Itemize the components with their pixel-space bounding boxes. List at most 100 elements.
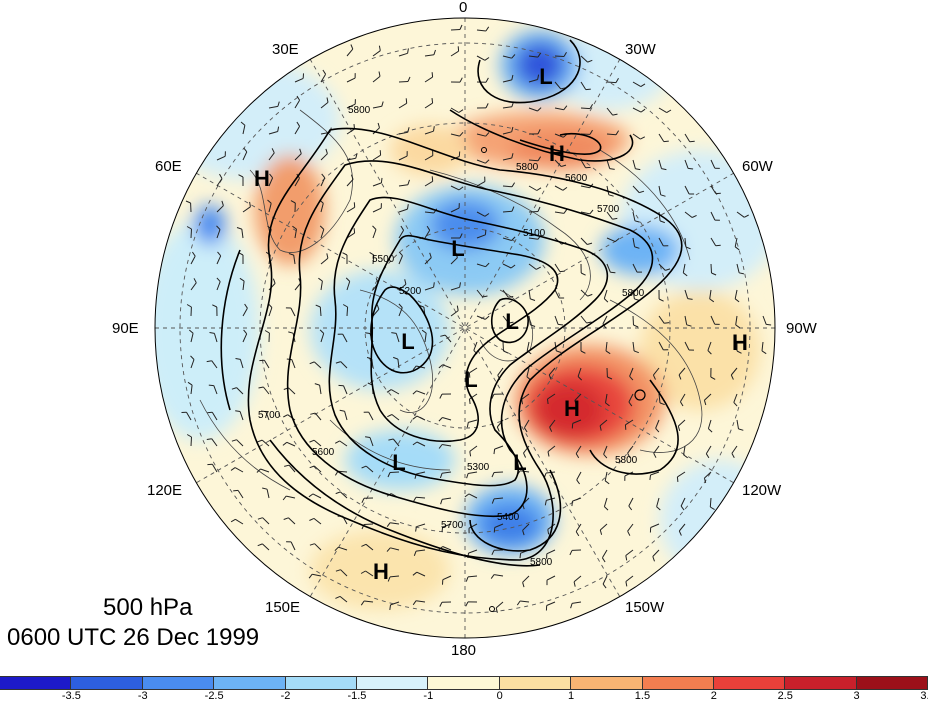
wind-barb-flag — [485, 103, 489, 109]
wind-barb-flag — [235, 410, 241, 412]
wind-barb — [216, 281, 221, 291]
wind-barb-flag — [744, 214, 749, 218]
wind-barb — [216, 205, 224, 213]
wind-barb — [554, 289, 560, 299]
wind-barb — [290, 541, 296, 551]
wind-barb — [342, 333, 348, 343]
wind-barb-flag — [290, 200, 296, 204]
wind-barb-flag — [404, 279, 407, 285]
wind-barb — [502, 185, 513, 188]
wind-barb-flag — [629, 375, 634, 381]
wind-barb — [502, 106, 512, 109]
wind-barb — [549, 419, 556, 428]
wind-barb — [338, 546, 348, 551]
wind-barb — [340, 569, 348, 577]
wind-barb — [320, 257, 329, 265]
wind-barb-flag — [503, 350, 509, 354]
wind-barb — [236, 387, 244, 395]
wind-barb — [554, 159, 562, 167]
wind-barb — [442, 417, 452, 421]
wind-barb — [653, 445, 660, 454]
wind-barb — [450, 257, 458, 265]
colorbar-cell — [499, 677, 572, 689]
wind-barb-flag — [485, 159, 490, 164]
wind-barb — [572, 601, 582, 604]
wind-barb-flag — [326, 97, 329, 103]
wind-barb-flag — [635, 168, 641, 171]
wind-barb — [424, 155, 434, 161]
wind-barb — [190, 333, 194, 343]
wind-barb — [658, 263, 666, 271]
wind-barb — [606, 81, 617, 84]
wind-barb-flag — [537, 206, 541, 212]
wind-barb — [705, 445, 712, 454]
wind-barb — [320, 102, 329, 109]
wind-barb — [389, 471, 400, 473]
wind-barb — [268, 131, 278, 135]
wind-barb-flag — [380, 177, 383, 183]
wind-barb-flag — [288, 331, 294, 334]
wind-barb-flag — [360, 600, 365, 606]
wind-barb — [260, 468, 270, 473]
wind-barb — [442, 523, 452, 528]
wind-barb-flag — [206, 360, 212, 363]
wind-barb — [346, 206, 355, 213]
wind-barb-flag — [277, 126, 280, 132]
wind-barb-flag — [523, 427, 528, 433]
wind-barb — [313, 518, 322, 525]
wind-barb — [320, 333, 325, 343]
wind-barb-flag — [407, 204, 409, 210]
wind-barb-flag — [318, 277, 323, 282]
wind-barb-flag — [666, 109, 672, 114]
wind-barb-flag — [558, 323, 564, 326]
wind-barb-flag — [485, 262, 490, 268]
wind-barb — [658, 185, 662, 195]
wind-barb-flag — [360, 570, 366, 574]
wind-barb — [650, 471, 660, 476]
wind-barb-flag — [734, 246, 740, 251]
wind-barb — [554, 133, 564, 138]
wind-barb — [372, 154, 381, 161]
wind-barb-flag — [634, 298, 640, 301]
wind-barb — [369, 437, 374, 447]
contour-label: 5800 — [348, 105, 371, 116]
wind-barb-flag — [511, 182, 516, 188]
wind-barb-flag — [615, 130, 620, 136]
wind-barb — [216, 178, 223, 187]
wind-barb-flag — [243, 329, 248, 335]
wind-barb — [632, 315, 634, 326]
wind-barb-flag — [587, 242, 593, 245]
wind-barb-flag — [589, 129, 593, 135]
wind-barb — [497, 367, 504, 376]
wind-barb — [190, 282, 197, 291]
wind-barb-flag — [678, 530, 682, 536]
wind-barb — [242, 125, 246, 135]
wind-barb — [580, 185, 590, 189]
wind-barb — [493, 471, 504, 473]
wind-barb — [546, 601, 556, 606]
wind-barb-flag — [378, 71, 381, 77]
wind-barb-flag — [625, 581, 628, 587]
wind-barb — [320, 229, 325, 239]
wind-barb — [580, 55, 588, 63]
wind-barb-flag — [686, 324, 692, 327]
wind-barb — [528, 79, 538, 83]
wind-barb — [684, 159, 689, 169]
wind-barb — [450, 133, 460, 137]
wind-barb-flag — [244, 303, 248, 309]
wind-barb — [605, 393, 608, 403]
wind-barb-flag — [511, 126, 514, 132]
wind-barb-flag — [257, 543, 263, 547]
wind-barb-flag — [634, 220, 640, 223]
wind-barb-flag — [556, 350, 562, 353]
wind-barb — [684, 289, 689, 299]
wind-barb-flag — [625, 555, 628, 561]
wind-barb-flag — [640, 108, 646, 113]
wind-barb — [314, 412, 322, 421]
wind-barb — [372, 182, 382, 187]
contour-label: 5400 — [497, 512, 520, 523]
wind-barb-flag — [484, 229, 487, 235]
wind-barb — [601, 549, 608, 559]
wind-barb — [392, 438, 400, 447]
